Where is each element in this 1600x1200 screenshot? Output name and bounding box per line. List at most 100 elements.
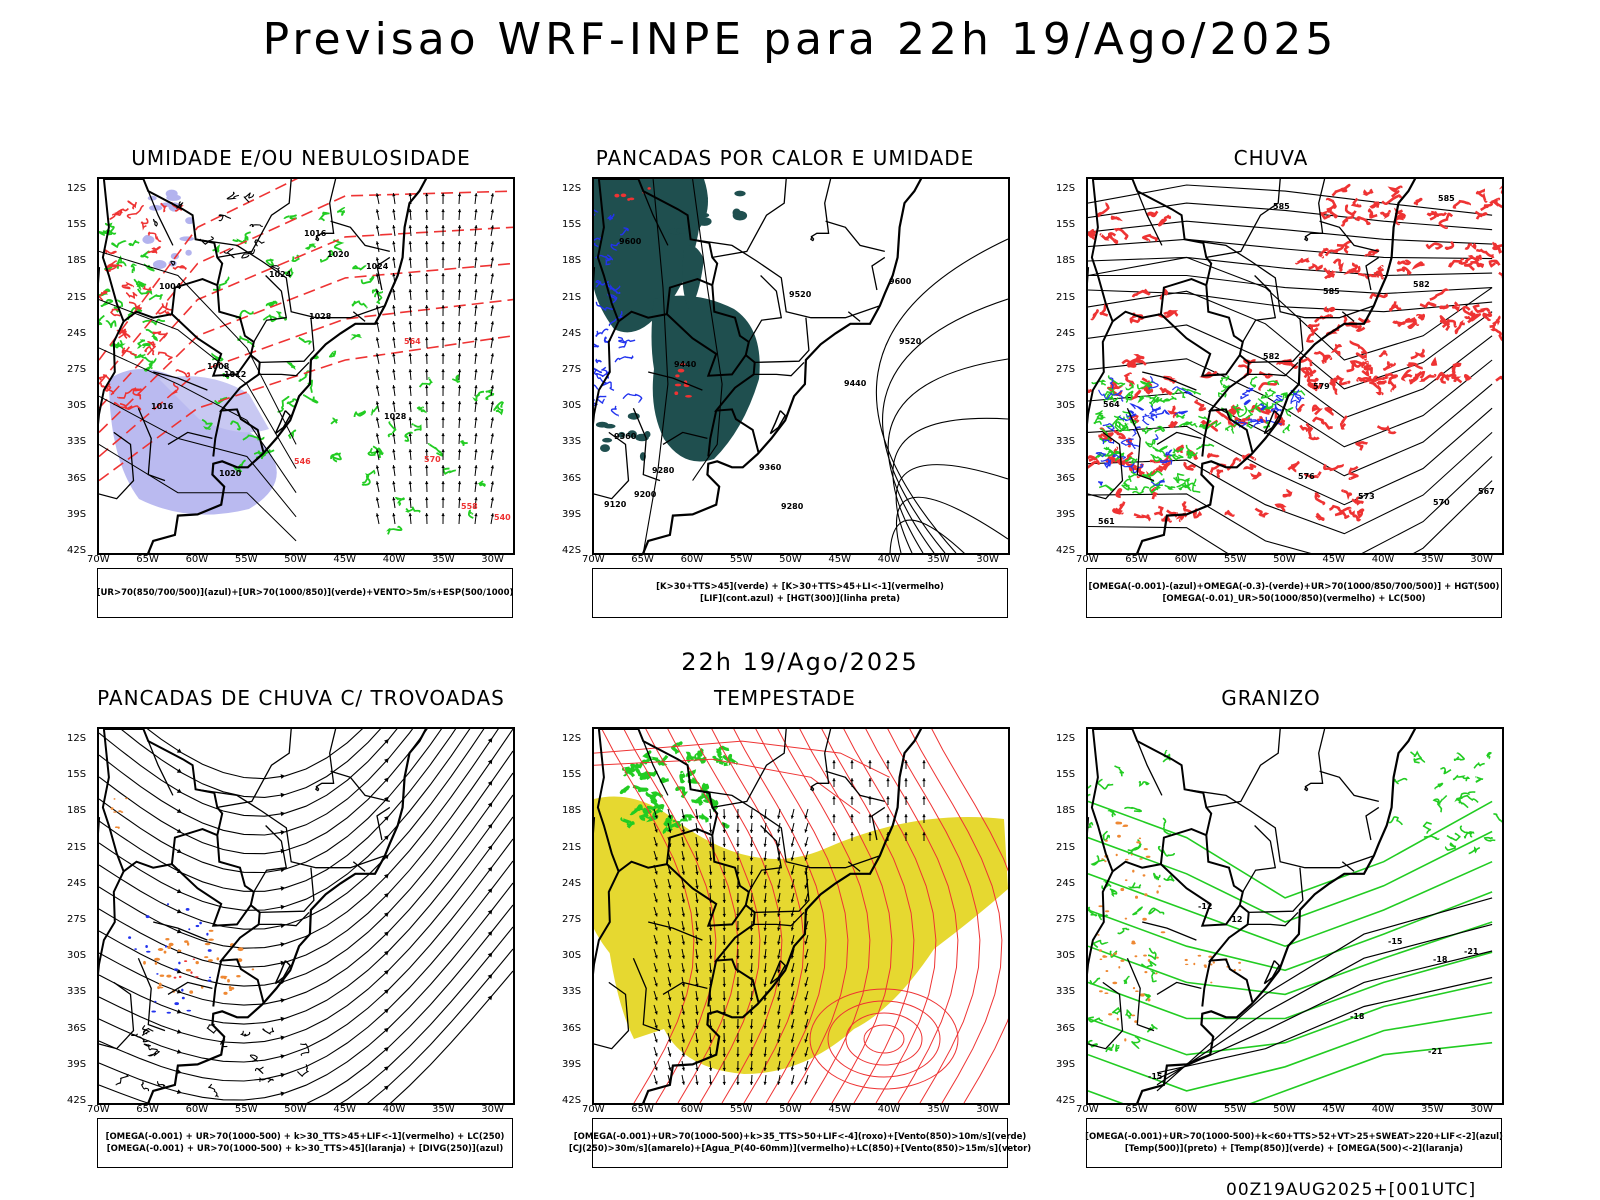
legend-line: [LIF](cont.azul) + [HGT(300)](linha pret… [699, 594, 901, 604]
lat-tick-label: 39S [562, 508, 582, 520]
lat-tick-label: 30S [562, 950, 582, 962]
lon-tick-label: 60W [185, 554, 209, 565]
lat-tick-label: 15S [562, 219, 582, 231]
lat-tick-label: 36S [1056, 1022, 1076, 1034]
lat-tick-label: 12S [67, 183, 87, 195]
map-canvas: 9600 9520 9440 9360 9280 9440 9360 9200 9120 9280… [594, 179, 1008, 553]
lat-tick-label: 24S [562, 327, 582, 339]
legend-tempestade: [OMEGA(-0.001)+UR>70(1000-500)+k>35_TTS>… [569, 1118, 1031, 1168]
lat-tick-label: 18S [1056, 255, 1076, 267]
lon-tick-label: 50W [1273, 554, 1296, 565]
legend-line: [OMEGA(-0.01)_UR>50(1000/850)(vermelho) … [1162, 594, 1426, 604]
panel-title: CHUVA [1233, 146, 1309, 170]
lat-tick-label: 30S [1056, 400, 1076, 412]
lon-tick-label: 35W [927, 1104, 950, 1115]
legend-line: [OMEGA(-0.001)-(azul)+OMEGA(-0.3)-(verde… [1088, 582, 1500, 592]
contour-label: 9440 [674, 360, 697, 369]
lat-tick-label: 39S [67, 1058, 87, 1070]
lon-tick-label: 60W [1174, 554, 1198, 565]
contour-label: 9360 [759, 463, 782, 472]
lon-tick-label: 40W [1371, 1104, 1395, 1115]
contour-label: 570 [1433, 498, 1450, 507]
lon-tick-label: 35W [1421, 554, 1444, 565]
lon-tick-label: 50W [779, 1104, 802, 1115]
lon-tick-label: 35W [432, 554, 455, 565]
lat-tick-label: 18S [562, 805, 582, 817]
contour-label: 573 [1358, 492, 1375, 501]
contour-label: 9440 [844, 379, 867, 388]
contour-label: 9280 [781, 502, 804, 511]
lon-tick-label: 30W [1470, 1104, 1493, 1115]
contour-label: -21 [1428, 1047, 1443, 1056]
lat-tick-label: 39S [562, 1058, 582, 1070]
lon-tick-label: 70W [87, 554, 110, 565]
contour-label: 564 [1103, 400, 1120, 409]
panel-title: PANCADAS DE CHUVA C/ TROVOADAS [97, 686, 505, 710]
contour-label: -18 [1350, 1012, 1365, 1021]
lon-tick-label: 65W [136, 1104, 159, 1115]
contour-label: 546 [294, 457, 311, 466]
lat-tick-label: 18S [67, 255, 87, 267]
lat-tick-label: 24S [67, 327, 87, 339]
contour-label: 1028 [309, 312, 332, 321]
contour-label: 1020 [327, 250, 350, 259]
lon-tick-label: 70W [582, 1104, 605, 1115]
lon-tick-label: 45W [828, 1104, 852, 1115]
legend-line: [CJ(250)>30m/s](amarelo)+[Agua_P(40-60mm… [568, 1144, 1032, 1154]
legend-line: [OMEGA(-0.001) + UR>70(1000-500) + k>30_… [106, 1144, 504, 1154]
lon-tick-label: 55W [234, 1104, 258, 1115]
lat-tick-label: 12S [67, 733, 87, 745]
contour-label: 558 [461, 502, 478, 511]
map-canvas [99, 729, 513, 1103]
lat-tick-label: 18S [562, 255, 582, 267]
lat-tick-label: 42S [562, 1095, 582, 1106]
map-pancadas-calor: 9600 9520 9440 9360 9280 9440 9360 9200 9120 9280… [592, 177, 1010, 555]
lon-tick-label: 55W [1223, 1104, 1247, 1115]
lat-tick-label: 12S [562, 183, 582, 195]
contour-label: 9520 [789, 290, 812, 299]
contour-label: 582 [1263, 352, 1280, 361]
lat-tick-label: 30S [562, 400, 582, 412]
lat-tick-label: 39S [1056, 508, 1076, 520]
lon-tick-label: 40W [382, 1104, 406, 1115]
lat-tick-label: 27S [67, 364, 87, 376]
contour-label: 585 [1273, 202, 1290, 211]
lat-tick-label: 21S [562, 841, 582, 853]
lat-tick-label: 27S [1056, 914, 1076, 926]
lat-tick-label: 42S [1056, 1095, 1076, 1106]
lon-tick-label: 50W [284, 1104, 307, 1115]
legend-line: [OMEGA(-0.001)+UR>70(1000-500)+k>35_TTS>… [573, 1132, 1027, 1142]
contour-label: 570 [424, 455, 441, 464]
lon-tick-label: 55W [729, 554, 753, 565]
lon-tick-label: 65W [1125, 1104, 1148, 1115]
contour-label: -12 [1198, 902, 1212, 911]
contour-label: -15 [1388, 937, 1403, 946]
legend-umidade: [UR>70(850/700/500)](azul)+[UR>70(1000/8… [97, 568, 513, 618]
lat-tick-label: 33S [1056, 986, 1076, 998]
lon-tick-label: 60W [680, 554, 704, 565]
lat-tick-label: 42S [562, 545, 582, 556]
lon-tick-label: 55W [1223, 554, 1247, 565]
map-chuva: 585 585 582 579 576 573 570 567 564 561 582 585 [1086, 177, 1504, 555]
lat-tick-label: 27S [1056, 364, 1076, 376]
contour-label: 1016 [151, 402, 174, 411]
lon-tick-label: 40W [877, 554, 901, 565]
contour-label: -12 [1228, 915, 1242, 924]
lon-tick-label: 70W [87, 1104, 110, 1115]
contour-label: 564 [404, 337, 421, 346]
contour-label: 576 [1298, 472, 1315, 481]
legend-line: [OMEGA(-0.001)+UR>70(1000-500)+k<60+TTS>… [1085, 1132, 1503, 1142]
lon-tick-label: 30W [1470, 554, 1493, 565]
map-canvas: -12 -15 -18 -21 -18 -21 -15 -12 [1088, 729, 1502, 1103]
lat-tick-label: 24S [1056, 327, 1076, 339]
lat-tick-label: 27S [562, 914, 582, 926]
lat-tick-label: 21S [562, 291, 582, 303]
map-canvas [594, 729, 1008, 1103]
lon-tick-label: 30W [976, 554, 999, 565]
lon-tick-label: 55W [234, 554, 258, 565]
lat-tick-label: 30S [67, 400, 87, 412]
lat-tick-label: 21S [67, 291, 87, 303]
lon-tick-label: 40W [382, 554, 406, 565]
legend-line: [Temp(500)](preto) + [Temp(850)](verde) … [1124, 1144, 1464, 1154]
lon-tick-label: 65W [631, 554, 654, 565]
